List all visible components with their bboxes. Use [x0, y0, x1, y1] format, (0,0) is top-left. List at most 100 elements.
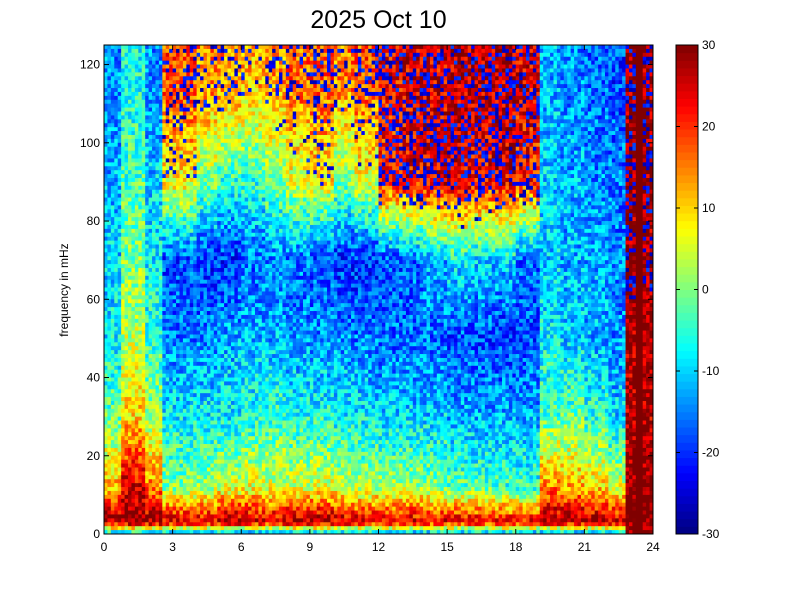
- heatmap-cell: [134, 88, 139, 93]
- heatmap-cell: [124, 107, 129, 112]
- heatmap-cell: [217, 303, 222, 308]
- heatmap-cell: [169, 459, 174, 464]
- heatmap-cell: [203, 295, 208, 300]
- heatmap-cell: [200, 271, 204, 277]
- heatmap-cell: [234, 119, 239, 124]
- heatmap-cell: [110, 350, 115, 355]
- heatmap-cell: [169, 393, 174, 398]
- heatmap-cell: [169, 326, 174, 331]
- heatmap-cell: [227, 440, 232, 445]
- heatmap-cell: [176, 326, 180, 331]
- heatmap-cell: [220, 397, 225, 402]
- heatmap-cell: [203, 314, 208, 320]
- heatmap-cell: [179, 416, 184, 421]
- heatmap-cell: [220, 318, 225, 324]
- heatmap-cell: [138, 48, 143, 54]
- heatmap-cell: [131, 322, 136, 328]
- heatmap-cell: [155, 444, 160, 449]
- heatmap-cell: [213, 275, 218, 281]
- heatmap-cell: [165, 459, 170, 464]
- heatmap-cell: [107, 412, 112, 418]
- heatmap-cell: [237, 350, 242, 355]
- heatmap-cell: [206, 522, 211, 527]
- heatmap-cell: [104, 88, 108, 93]
- heatmap-cell: [172, 463, 177, 468]
- heatmap-cell: [189, 72, 194, 77]
- heatmap-cell: [200, 530, 204, 535]
- heatmap-cell: [131, 119, 136, 124]
- heatmap-cell: [227, 260, 232, 265]
- heatmap-cell: [169, 322, 174, 328]
- heatmap-cell: [169, 487, 174, 492]
- heatmap-cell: [158, 123, 163, 128]
- heatmap-cell: [131, 64, 136, 69]
- heatmap-cell: [230, 447, 235, 453]
- heatmap-cell: [165, 451, 170, 457]
- heatmap-cell: [203, 76, 208, 81]
- heatmap-cell: [189, 303, 194, 308]
- heatmap-cell: [145, 522, 150, 527]
- heatmap-cell: [172, 483, 177, 488]
- heatmap-cell: [196, 162, 201, 167]
- heatmap-cell: [182, 498, 187, 504]
- heatmap-cell: [128, 260, 132, 265]
- heatmap-cell: [176, 111, 180, 116]
- heatmap-cell: [104, 111, 108, 116]
- heatmap-cell: [124, 432, 129, 437]
- heatmap-cell: [234, 84, 239, 89]
- heatmap-cell: [186, 107, 191, 112]
- heatmap-cell: [179, 95, 184, 101]
- heatmap-cell: [227, 205, 232, 210]
- heatmap-cell: [141, 295, 146, 300]
- heatmap-cell: [169, 385, 174, 390]
- heatmap-cell: [172, 142, 177, 148]
- heatmap-cell: [155, 56, 160, 62]
- heatmap-cell: [117, 103, 122, 108]
- heatmap-cell: [193, 91, 198, 97]
- heatmap-cell: [176, 479, 180, 484]
- heatmap-cell: [114, 123, 119, 128]
- heatmap-cell: [121, 287, 125, 292]
- heatmap-cell: [230, 158, 235, 163]
- heatmap-cell: [162, 193, 167, 198]
- heatmap-cell: [186, 91, 191, 97]
- heatmap-cell: [203, 354, 208, 359]
- heatmap-cell: [107, 404, 112, 410]
- heatmap-cell: [182, 451, 187, 457]
- heatmap-cell: [148, 350, 153, 355]
- heatmap-cell: [145, 295, 150, 300]
- heatmap-cell: [110, 342, 115, 347]
- heatmap-cell: [234, 299, 239, 304]
- heatmap-cell: [210, 334, 215, 339]
- heatmap-cell: [186, 475, 191, 480]
- heatmap-cell: [217, 385, 222, 390]
- heatmap-cell: [227, 123, 232, 128]
- heatmap-cell: [186, 166, 191, 171]
- heatmap-cell: [179, 299, 184, 304]
- heatmap-cell: [182, 314, 187, 320]
- heatmap-cell: [196, 138, 201, 144]
- heatmap-cell: [131, 178, 136, 183]
- heatmap-cell: [227, 256, 232, 261]
- heatmap-cell: [193, 475, 198, 480]
- heatmap-cell: [210, 479, 215, 484]
- heatmap-cell: [124, 178, 129, 183]
- heatmap-cell: [169, 467, 174, 472]
- heatmap-cell: [237, 287, 242, 292]
- heatmap-cell: [124, 224, 129, 230]
- heatmap-cell: [110, 123, 115, 128]
- heatmap-cell: [234, 318, 239, 324]
- heatmap-cell: [234, 111, 239, 116]
- heatmap-cell: [107, 377, 112, 382]
- heatmap-cell: [128, 428, 132, 433]
- heatmap-cell: [224, 440, 228, 445]
- heatmap-cell: [182, 400, 187, 406]
- heatmap-cell: [148, 291, 153, 296]
- heatmap-cell: [165, 189, 170, 195]
- heatmap-cell: [107, 99, 112, 105]
- heatmap-cell: [220, 193, 225, 198]
- heatmap-cell: [224, 178, 228, 183]
- heatmap-cell: [176, 303, 180, 308]
- heatmap-cell: [169, 209, 174, 214]
- heatmap-cell: [169, 318, 174, 324]
